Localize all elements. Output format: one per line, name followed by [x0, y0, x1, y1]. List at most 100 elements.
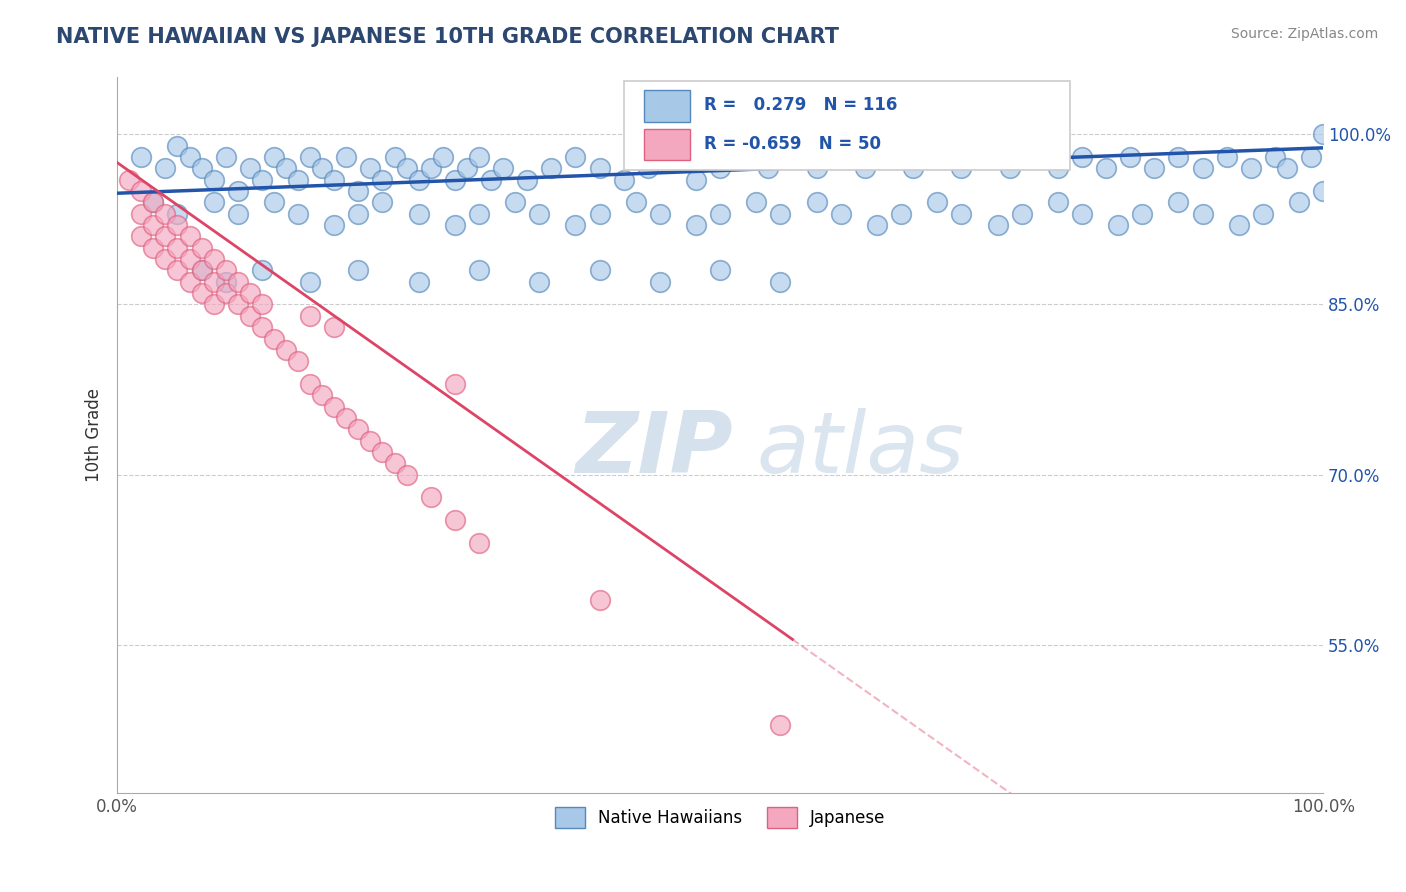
Point [927, 195, 949, 210]
Point [384, 150, 406, 164]
Point [190, 263, 212, 277]
Point [468, 207, 491, 221]
Point [1046, 161, 1069, 176]
Point [250, 263, 273, 277]
Point [142, 195, 165, 210]
Point [190, 241, 212, 255]
Point [335, 150, 357, 164]
Point [287, 207, 309, 221]
Point [769, 717, 792, 731]
Point [239, 161, 262, 176]
Point [588, 592, 610, 607]
Point [179, 275, 201, 289]
Point [202, 297, 225, 311]
Point [323, 172, 346, 186]
Point [998, 161, 1021, 176]
Point [1240, 161, 1263, 176]
Point [769, 207, 792, 221]
Point [311, 161, 333, 176]
Point [118, 172, 141, 186]
Point [166, 218, 188, 232]
Point [745, 195, 768, 210]
FancyBboxPatch shape [624, 81, 1070, 170]
Point [456, 161, 478, 176]
Point [131, 207, 153, 221]
Point [624, 195, 647, 210]
Point [1264, 150, 1286, 164]
Point [1251, 207, 1274, 221]
Point [613, 172, 636, 186]
Text: atlas: atlas [756, 408, 965, 491]
Text: NATIVE HAWAIIAN VS JAPANESE 10TH GRADE CORRELATION CHART: NATIVE HAWAIIAN VS JAPANESE 10TH GRADE C… [56, 27, 839, 46]
Bar [644, 90, 690, 121]
Point [131, 150, 153, 164]
Point [408, 275, 430, 289]
Point [155, 207, 177, 221]
Point [335, 411, 357, 425]
Point [202, 275, 225, 289]
Point [142, 195, 165, 210]
Point [733, 150, 755, 164]
Point [709, 161, 731, 176]
Text: Source: ZipAtlas.com: Source: ZipAtlas.com [1230, 27, 1378, 41]
Point [1022, 150, 1045, 164]
Point [131, 184, 153, 198]
Bar [644, 129, 690, 161]
Point [516, 172, 538, 186]
Point [1275, 161, 1298, 176]
Point [479, 172, 502, 186]
Point [444, 218, 467, 232]
Point [263, 332, 285, 346]
Point [263, 150, 285, 164]
Point [927, 150, 949, 164]
Point [323, 400, 346, 414]
Point [323, 320, 346, 334]
Point [1312, 184, 1334, 198]
Point [901, 161, 924, 176]
Point [155, 252, 177, 266]
Point [323, 218, 346, 232]
Point [371, 445, 394, 459]
Point [685, 218, 707, 232]
Point [1119, 150, 1142, 164]
Point [274, 343, 297, 357]
Point [492, 161, 515, 176]
Point [758, 161, 780, 176]
Point [974, 150, 997, 164]
Point [202, 172, 225, 186]
Point [142, 218, 165, 232]
Text: R = -0.659   N = 50: R = -0.659 N = 50 [704, 135, 882, 153]
Point [419, 161, 441, 176]
Point [226, 297, 249, 311]
Point [877, 150, 900, 164]
Point [347, 422, 370, 436]
Point [263, 195, 285, 210]
Point [1130, 207, 1153, 221]
Point [408, 207, 430, 221]
Point [347, 184, 370, 198]
Point [1167, 150, 1189, 164]
Point [299, 309, 322, 323]
Point [1299, 150, 1322, 164]
Point [179, 229, 201, 244]
Point [215, 150, 238, 164]
Point [226, 275, 249, 289]
Point [1227, 218, 1250, 232]
Point [648, 275, 671, 289]
Point [709, 207, 731, 221]
Point [166, 241, 188, 255]
Point [131, 229, 153, 244]
Point [1167, 195, 1189, 210]
Point [250, 320, 273, 334]
Point [685, 172, 707, 186]
Point [950, 161, 973, 176]
Point [179, 150, 201, 164]
Point [637, 161, 659, 176]
Point [468, 536, 491, 550]
Point [371, 195, 394, 210]
Point [503, 195, 526, 210]
Point [1071, 207, 1094, 221]
Point [1046, 195, 1069, 210]
Legend: Native Hawaiians, Japanese: Native Hawaiians, Japanese [548, 801, 893, 834]
Point [215, 275, 238, 289]
